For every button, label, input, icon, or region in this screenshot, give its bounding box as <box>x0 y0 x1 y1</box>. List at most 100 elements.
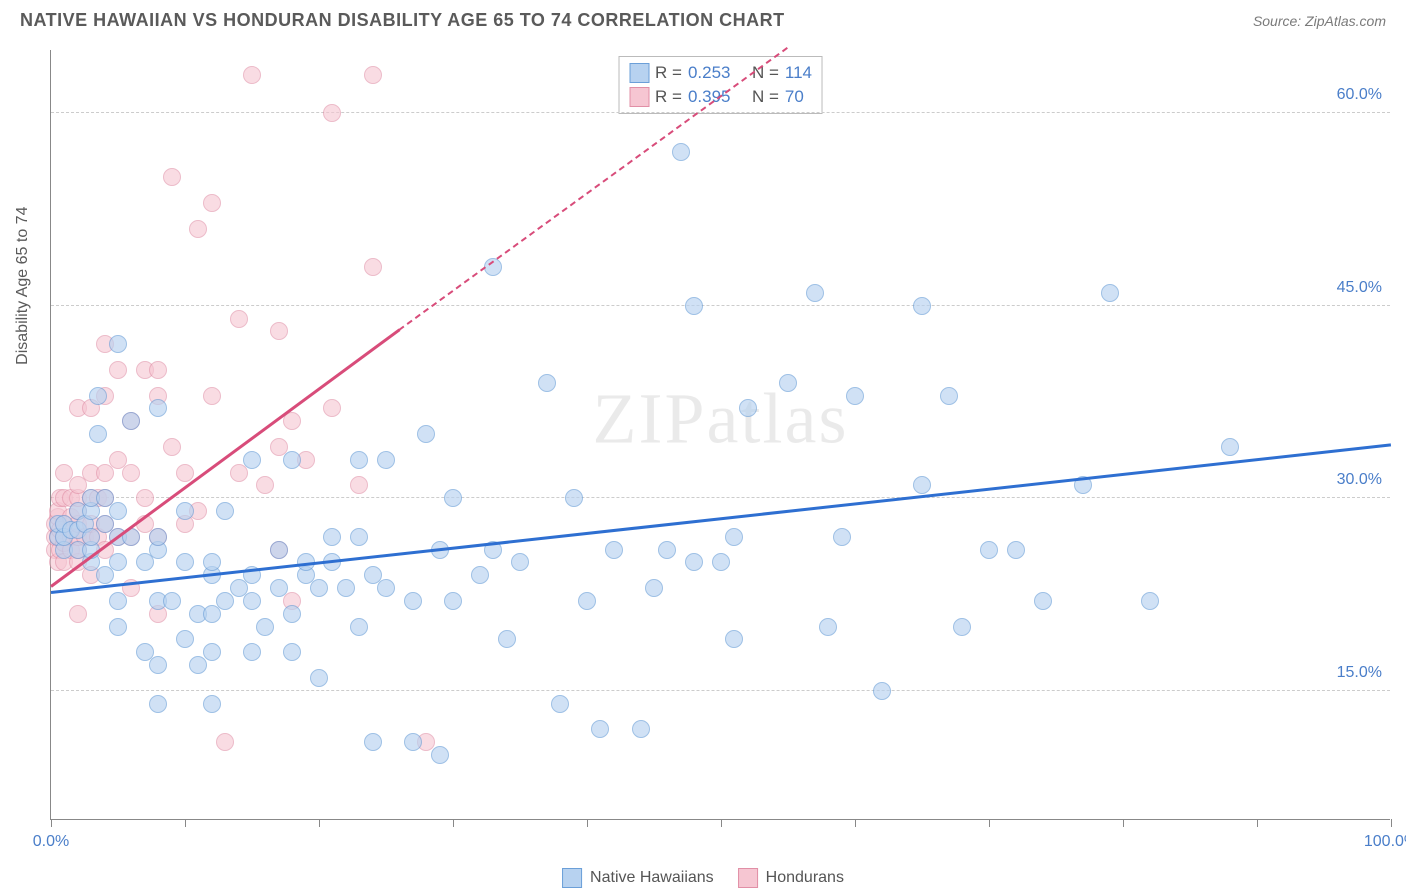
data-point-hawaiians <box>377 579 395 597</box>
data-point-hawaiians <box>243 592 261 610</box>
x-tick <box>1257 819 1258 827</box>
data-point-hawaiians <box>498 630 516 648</box>
data-point-hondurans <box>203 387 221 405</box>
legend-item-hondurans: Hondurans <box>738 868 844 888</box>
data-point-hawaiians <box>685 553 703 571</box>
data-point-hawaiians <box>109 592 127 610</box>
chart-plot-area: Disability Age 65 to 74 ZIPatlas R = 0.2… <box>50 50 1390 820</box>
data-point-hondurans <box>136 489 154 507</box>
data-point-hondurans <box>163 438 181 456</box>
data-point-hawaiians <box>270 579 288 597</box>
data-point-hawaiians <box>270 541 288 559</box>
trend-line <box>399 47 789 331</box>
legend-item-hawaiians: Native Hawaiians <box>562 868 714 888</box>
x-tick <box>587 819 588 827</box>
data-point-hawaiians <box>833 528 851 546</box>
data-point-hawaiians <box>256 618 274 636</box>
swatch-hawaiians-icon <box>629 63 649 83</box>
data-point-hawaiians <box>203 553 221 571</box>
x-tick <box>185 819 186 827</box>
y-tick-label: 15.0% <box>1337 664 1382 682</box>
data-point-hawaiians <box>712 553 730 571</box>
data-point-hawaiians <box>591 720 609 738</box>
chart-title: NATIVE HAWAIIAN VS HONDURAN DISABILITY A… <box>20 10 785 31</box>
data-point-hawaiians <box>725 528 743 546</box>
data-point-hawaiians <box>578 592 596 610</box>
data-point-hawaiians <box>980 541 998 559</box>
data-point-hawaiians <box>350 528 368 546</box>
data-point-hondurans <box>69 605 87 623</box>
data-point-hondurans <box>323 104 341 122</box>
data-point-hawaiians <box>846 387 864 405</box>
data-point-hawaiians <box>109 502 127 520</box>
data-point-hawaiians <box>1141 592 1159 610</box>
data-point-hondurans <box>323 399 341 417</box>
data-point-hawaiians <box>404 733 422 751</box>
data-point-hondurans <box>189 220 207 238</box>
data-point-hawaiians <box>350 451 368 469</box>
stats-row-hawaiians: R = 0.253 N = 114 <box>629 61 812 85</box>
swatch-hondurans-icon <box>738 868 758 888</box>
data-point-hondurans <box>122 464 140 482</box>
data-point-hondurans <box>230 310 248 328</box>
data-point-hawaiians <box>337 579 355 597</box>
x-tick-label: 100.0% <box>1364 833 1406 851</box>
data-point-hawaiians <box>89 425 107 443</box>
data-point-hawaiians <box>364 733 382 751</box>
legend: Native Hawaiians Hondurans <box>562 868 844 888</box>
y-tick-label: 45.0% <box>1337 279 1382 297</box>
data-point-hawaiians <box>216 502 234 520</box>
data-point-hawaiians <box>377 451 395 469</box>
data-point-hawaiians <box>940 387 958 405</box>
legend-label: Native Hawaiians <box>590 869 714 887</box>
data-point-hondurans <box>364 258 382 276</box>
data-point-hawaiians <box>176 630 194 648</box>
data-point-hawaiians <box>310 669 328 687</box>
data-point-hawaiians <box>725 630 743 648</box>
x-tick <box>1391 819 1392 827</box>
data-point-hawaiians <box>953 618 971 636</box>
data-point-hondurans <box>364 66 382 84</box>
data-point-hondurans <box>256 476 274 494</box>
x-tick-label: 0.0% <box>33 833 69 851</box>
data-point-hawaiians <box>417 425 435 443</box>
data-point-hawaiians <box>806 284 824 302</box>
data-point-hondurans <box>149 361 167 379</box>
swatch-hondurans-icon <box>629 87 649 107</box>
gridline <box>51 690 1390 691</box>
gridline <box>51 112 1390 113</box>
data-point-hawaiians <box>739 399 757 417</box>
data-point-hawaiians <box>310 579 328 597</box>
data-point-hawaiians <box>1034 592 1052 610</box>
data-point-hawaiians <box>109 335 127 353</box>
data-point-hawaiians <box>404 592 422 610</box>
data-point-hawaiians <box>176 502 194 520</box>
data-point-hawaiians <box>471 566 489 584</box>
data-point-hondurans <box>203 194 221 212</box>
x-tick <box>1123 819 1124 827</box>
data-point-hawaiians <box>605 541 623 559</box>
data-point-hawaiians <box>551 695 569 713</box>
data-point-hawaiians <box>672 143 690 161</box>
x-tick <box>453 819 454 827</box>
data-point-hawaiians <box>243 643 261 661</box>
data-point-hawaiians <box>444 592 462 610</box>
data-point-hondurans <box>350 476 368 494</box>
data-point-hondurans <box>176 464 194 482</box>
data-point-hawaiians <box>1221 438 1239 456</box>
x-tick <box>319 819 320 827</box>
data-point-hawaiians <box>511 553 529 571</box>
data-point-hawaiians <box>913 297 931 315</box>
data-point-hawaiians <box>645 579 663 597</box>
y-axis-label: Disability Age 65 to 74 <box>14 206 32 364</box>
source-attribution: Source: ZipAtlas.com <box>1253 13 1386 29</box>
correlation-stats-box: R = 0.253 N = 114 R = 0.395 N = 70 <box>618 56 823 114</box>
data-point-hawaiians <box>873 682 891 700</box>
data-point-hawaiians <box>431 746 449 764</box>
data-point-hawaiians <box>122 412 140 430</box>
data-point-hawaiians <box>913 476 931 494</box>
swatch-hawaiians-icon <box>562 868 582 888</box>
data-point-hawaiians <box>203 695 221 713</box>
trend-line <box>50 329 400 588</box>
data-point-hawaiians <box>109 553 127 571</box>
